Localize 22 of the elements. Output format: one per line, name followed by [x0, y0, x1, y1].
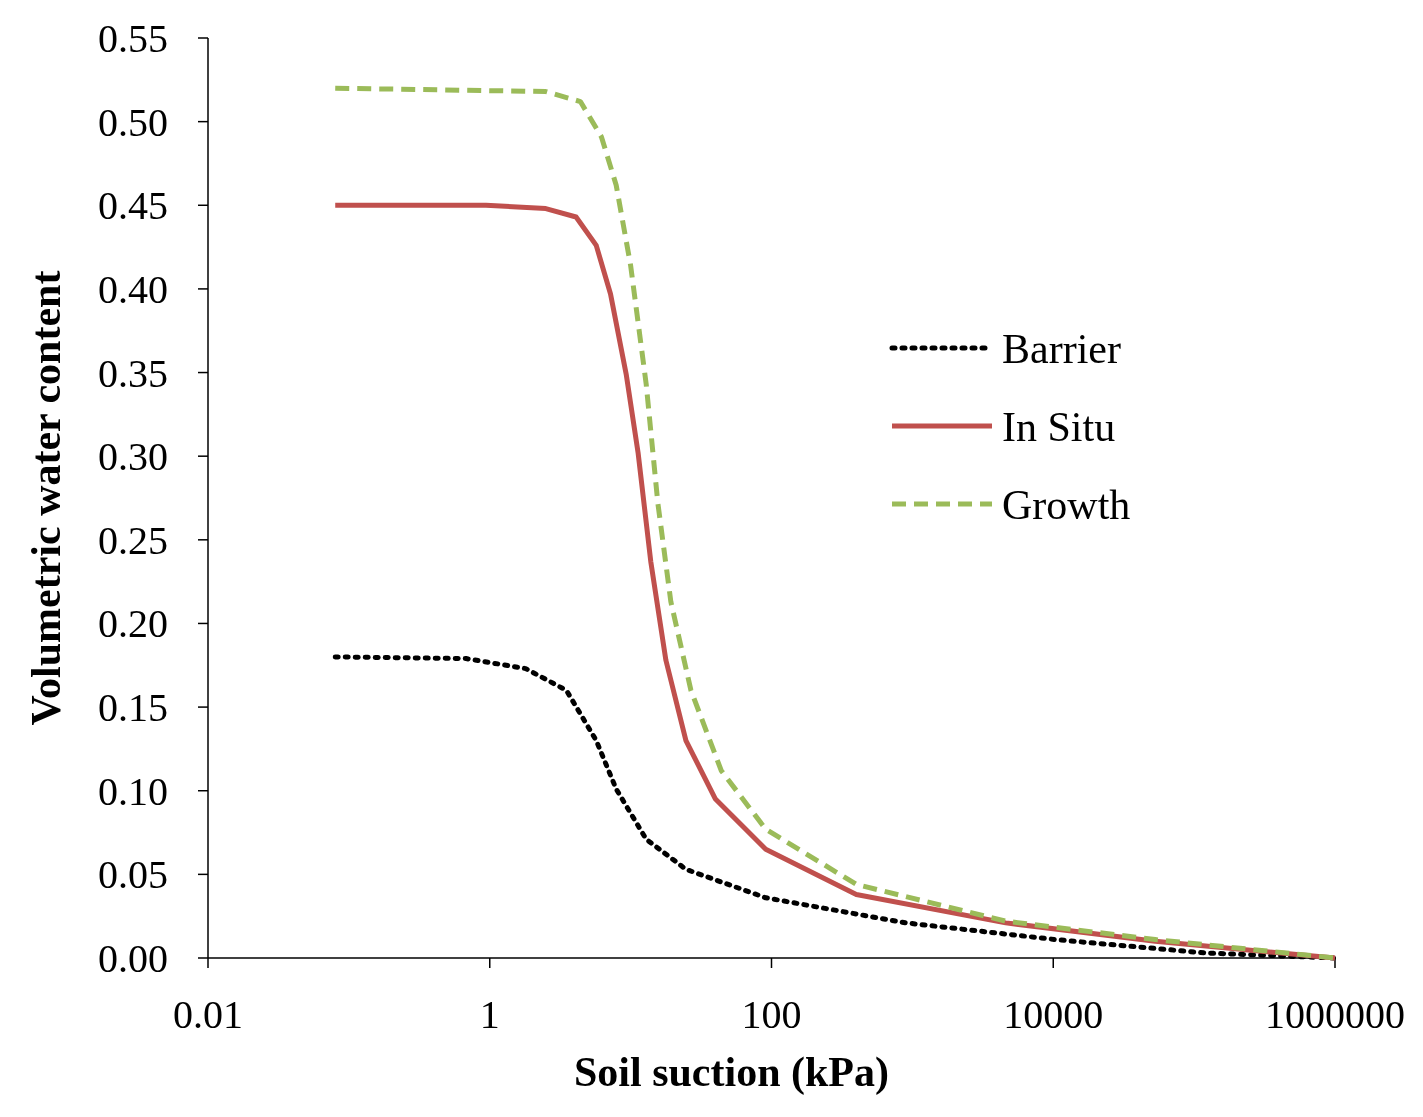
y-tick-label: 0.10 [98, 768, 168, 814]
y-tick-label: 0.30 [98, 434, 168, 480]
y-tick-label: 0.40 [98, 266, 168, 312]
y-tick-label: 0.35 [98, 350, 168, 396]
x-tick-label: 100 [741, 992, 802, 1037]
y-tick-label: 0.15 [98, 685, 168, 731]
y-axis-title: Volumetric water content [23, 270, 69, 726]
x-tick-label: 10000 [1003, 992, 1104, 1037]
y-tick-label: 0.55 [98, 16, 168, 61]
y-tick-label: 0.20 [98, 601, 168, 647]
legend-label: Barrier [1002, 325, 1121, 372]
y-tick-label: 0.05 [98, 852, 168, 898]
x-axis-title: Soil suction (kPa) [573, 1049, 890, 1096]
legend-label: In Situ [1002, 403, 1116, 450]
legend-label: Growth [1002, 481, 1131, 528]
y-tick-label: 0.45 [98, 183, 168, 229]
x-tick-label: 1 [479, 992, 500, 1037]
y-tick-label: 0.50 [98, 99, 168, 145]
x-tick-label: 0.01 [173, 992, 243, 1037]
y-tick-label: 0.00 [98, 936, 168, 981]
x-tick-label: 1000000 [1265, 992, 1405, 1037]
y-tick-label: 0.25 [98, 517, 168, 563]
